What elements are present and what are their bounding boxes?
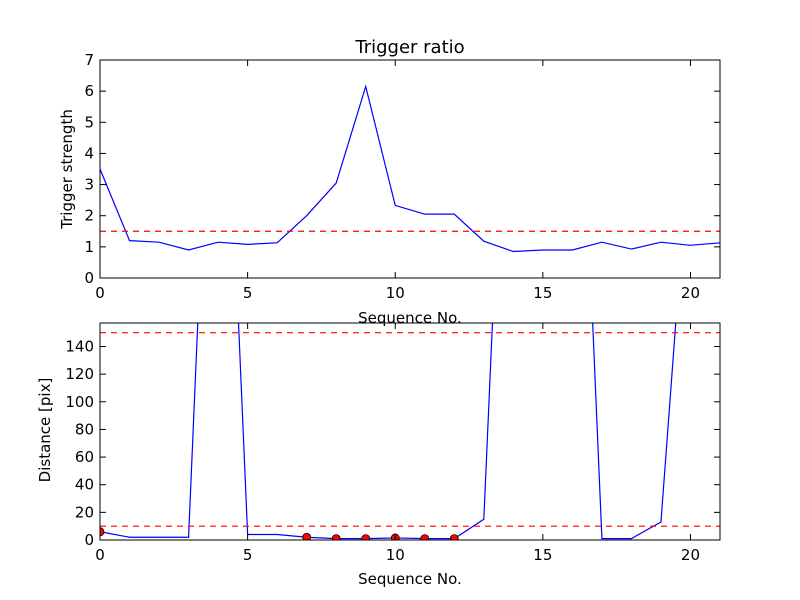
y-tick-label: 6 bbox=[84, 82, 94, 100]
data-point-marker bbox=[361, 534, 371, 540]
y-tick-label: 80 bbox=[75, 420, 94, 438]
y-tick-label: 60 bbox=[75, 448, 94, 466]
y-tick-label: 0 bbox=[84, 531, 94, 549]
x-tick-label: 5 bbox=[243, 284, 253, 302]
x-tick-label: 0 bbox=[95, 546, 105, 564]
y-tick-label: 100 bbox=[65, 393, 94, 411]
y-axis-label: Distance [pix] bbox=[36, 378, 54, 483]
x-tick-label: 0 bbox=[95, 284, 105, 302]
y-tick-label: 3 bbox=[84, 176, 94, 194]
x-tick-label: 15 bbox=[533, 284, 552, 302]
data-point-marker bbox=[420, 534, 430, 540]
y-tick-label: 5 bbox=[84, 113, 94, 131]
x-tick-label: 20 bbox=[681, 546, 700, 564]
y-tick-label: 7 bbox=[84, 51, 94, 69]
y-axis-label: Trigger strength bbox=[58, 109, 76, 230]
y-tick-label: 0 bbox=[84, 269, 94, 287]
y-tick-label: 120 bbox=[65, 365, 94, 383]
data-point-marker bbox=[302, 532, 312, 540]
x-tick-label: 20 bbox=[681, 284, 700, 302]
x-tick-label: 5 bbox=[243, 546, 253, 564]
axes-frame bbox=[99, 59, 721, 279]
y-tick-label: 40 bbox=[75, 476, 94, 494]
distance-plot: 0 5 10 15 20 0 20 40 60 80 100 120 140 Sequence No. Di… bbox=[36, 322, 721, 588]
y-tick-label: 2 bbox=[84, 207, 94, 225]
data-point-marker bbox=[449, 534, 459, 540]
axes-frame bbox=[99, 322, 721, 541]
data-point-marker bbox=[100, 527, 105, 537]
x-tick-label: 15 bbox=[533, 546, 552, 564]
data-point-marker bbox=[331, 534, 341, 540]
trigger-ratio-plot: 0 5 10 15 20 0 1 2 3 4 5 6 7 Trigger ratio Sequence No… bbox=[58, 37, 721, 327]
series-line bbox=[100, 323, 677, 540]
y-tick-label: 20 bbox=[75, 503, 94, 521]
series-line bbox=[100, 84, 720, 253]
x-tick-label: 10 bbox=[386, 546, 405, 564]
y-tick-label: 1 bbox=[84, 238, 94, 256]
x-axis-label: Sequence No. bbox=[358, 309, 462, 327]
y-tick-label: 4 bbox=[84, 144, 94, 162]
x-tick-label: 10 bbox=[386, 284, 405, 302]
y-tick-label: 140 bbox=[65, 337, 94, 355]
x-axis-label: Sequence No. bbox=[358, 570, 462, 588]
chart-title: Trigger ratio bbox=[354, 37, 464, 58]
